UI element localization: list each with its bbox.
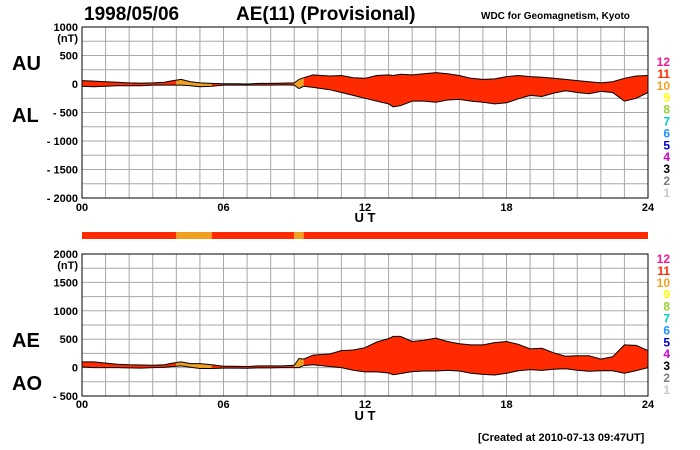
x-tick-label: 24 — [642, 202, 655, 214]
y-tick-label: - 1000 — [47, 136, 78, 148]
band-fill-10-stations — [294, 77, 304, 89]
x-axis-label: U T — [355, 408, 376, 423]
x-tick-label: 18 — [500, 399, 512, 411]
series-label-al: AL — [12, 105, 39, 127]
y-unit-label: (nT) — [57, 33, 78, 45]
x-tick-label: 24 — [642, 399, 655, 411]
station-scale-4: 4 — [663, 150, 670, 164]
y-tick-label: - 500 — [53, 108, 78, 120]
station-scale-12: 12 — [657, 55, 671, 69]
chart-title: AE(11) (Provisional) — [236, 4, 416, 25]
plot-frame — [81, 253, 649, 397]
y-tick-label: 1000 — [54, 306, 78, 318]
station-scale-3: 3 — [663, 162, 670, 176]
y-tick-label: 2000 — [54, 249, 78, 261]
band-fill-10-stations — [176, 361, 212, 369]
station-scale-7: 7 — [663, 115, 670, 129]
station-scale-12: 12 — [657, 252, 671, 266]
x-tick-label: 12 — [359, 202, 371, 214]
y-tick-label: 500 — [60, 51, 78, 63]
series-line-ao — [81, 364, 649, 376]
station-bar-segment-11 — [211, 232, 295, 239]
station-scale-2: 2 — [663, 174, 670, 188]
station-scale-9: 9 — [663, 91, 670, 105]
series-label-au: AU — [12, 53, 41, 75]
station-scale-3: 3 — [663, 359, 670, 373]
station-bar-segment-11 — [303, 232, 648, 239]
station-scale-11: 11 — [657, 264, 670, 278]
band-fill-11-stations — [303, 72, 648, 107]
station-scale-5: 5 — [663, 138, 670, 152]
plot-frame — [81, 26, 649, 199]
band-fill-10-stations — [294, 358, 304, 368]
y-tick-label: - 1500 — [47, 165, 78, 177]
y-tick-label: 500 — [60, 334, 78, 346]
x-tick-label: 06 — [217, 202, 229, 214]
station-scale-10: 10 — [657, 79, 671, 93]
station-bar-segment-10 — [176, 232, 212, 239]
y-tick-label: 0 — [72, 79, 78, 91]
station-scale-6: 6 — [663, 126, 670, 140]
y-tick-label: 0 — [72, 363, 78, 375]
x-tick-label: 06 — [217, 399, 229, 411]
y-tick-label: - 500 — [53, 391, 78, 403]
series-label-ao: AO — [12, 373, 42, 395]
station-scale-7: 7 — [663, 312, 670, 326]
station-count-bar — [82, 232, 648, 239]
x-axis-label: U T — [355, 210, 376, 225]
station-scale-1: 1 — [663, 186, 670, 200]
series-line-ae — [82, 335, 649, 368]
station-scale-10: 10 — [657, 276, 671, 290]
series-line-au — [81, 72, 649, 85]
x-tick-label: 00 — [76, 202, 88, 214]
x-tick-label: 18 — [500, 202, 512, 214]
au-al-panel: 1000 500 0 - 500 - 1000 - 1500 - 2000 (nT) 00 06 1… — [12, 22, 655, 225]
station-bar-segment-11 — [82, 232, 177, 239]
y-tick-label: 1000 — [54, 22, 78, 34]
station-scale-11: 11 — [657, 67, 670, 81]
station-scale-5: 5 — [663, 335, 670, 349]
station-scale-2: 2 — [663, 371, 670, 385]
station-scale-6: 6 — [663, 323, 670, 337]
ae-ao-panel: 2000 1500 1000 500 0 - 500 (nT) 00 06 12 18 24 U T AE… — [12, 249, 655, 423]
band-fill-11-stations — [303, 336, 648, 375]
station-scale-4: 4 — [663, 347, 670, 361]
chart-date: 1998/05/06 — [84, 4, 180, 25]
station-scale-1: 1 — [663, 383, 670, 397]
series-label-ae: AE — [12, 330, 40, 352]
created-timestamp: [Created at 2010-07-13 09:47UT] — [478, 432, 645, 444]
series-line-al — [81, 84, 649, 108]
x-tick-label: 12 — [359, 399, 371, 411]
station-bar-segment-10 — [294, 232, 304, 239]
y-tick-label: - 2000 — [47, 193, 78, 205]
x-tick-label: 00 — [76, 399, 88, 411]
y-tick-label: 1500 — [54, 277, 78, 289]
y-unit-label: (nT) — [57, 260, 78, 272]
station-scale-8: 8 — [663, 103, 670, 117]
source-label: WDC for Geomagnetism, Kyoto — [481, 11, 630, 22]
station-scale-8: 8 — [663, 300, 670, 314]
station-scale-9: 9 — [663, 288, 670, 302]
